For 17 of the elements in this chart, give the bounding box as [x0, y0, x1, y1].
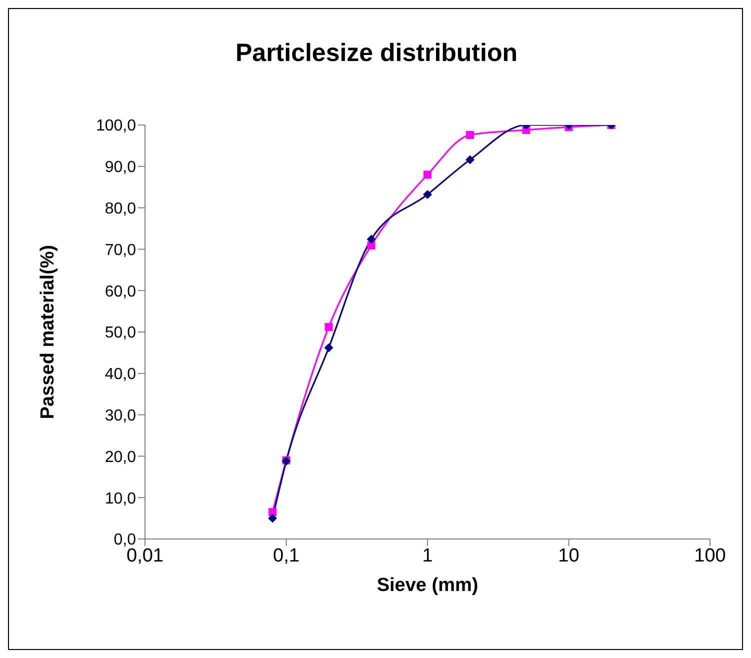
y-tick-label: 100,0 — [96, 118, 136, 135]
x-tick-label: 0,1 — [273, 545, 300, 566]
x-axis-title: Sieve (mm) — [376, 575, 478, 596]
x-tick-label: 100 — [694, 545, 726, 566]
x-tick-label: 1 — [422, 545, 433, 566]
y-tick-label: 20,0 — [104, 448, 136, 466]
y-tick-label: 70,0 — [104, 242, 136, 259]
x-tick-label: 10 — [558, 545, 580, 566]
y-tick-label: 80,0 — [104, 200, 136, 218]
y-tick-label: 50,0 — [104, 324, 136, 342]
y-tick-label: 40,0 — [104, 366, 136, 384]
y-tick-label: 60,0 — [104, 283, 136, 300]
y-tick-label: 90,0 — [104, 159, 136, 176]
y-axis-title: Passed material(%) — [38, 244, 59, 420]
y-tick-label: 10,0 — [104, 490, 136, 508]
y-tick-label: 30,0 — [104, 407, 136, 424]
chart-title: Particlesize distribution — [234, 39, 518, 68]
